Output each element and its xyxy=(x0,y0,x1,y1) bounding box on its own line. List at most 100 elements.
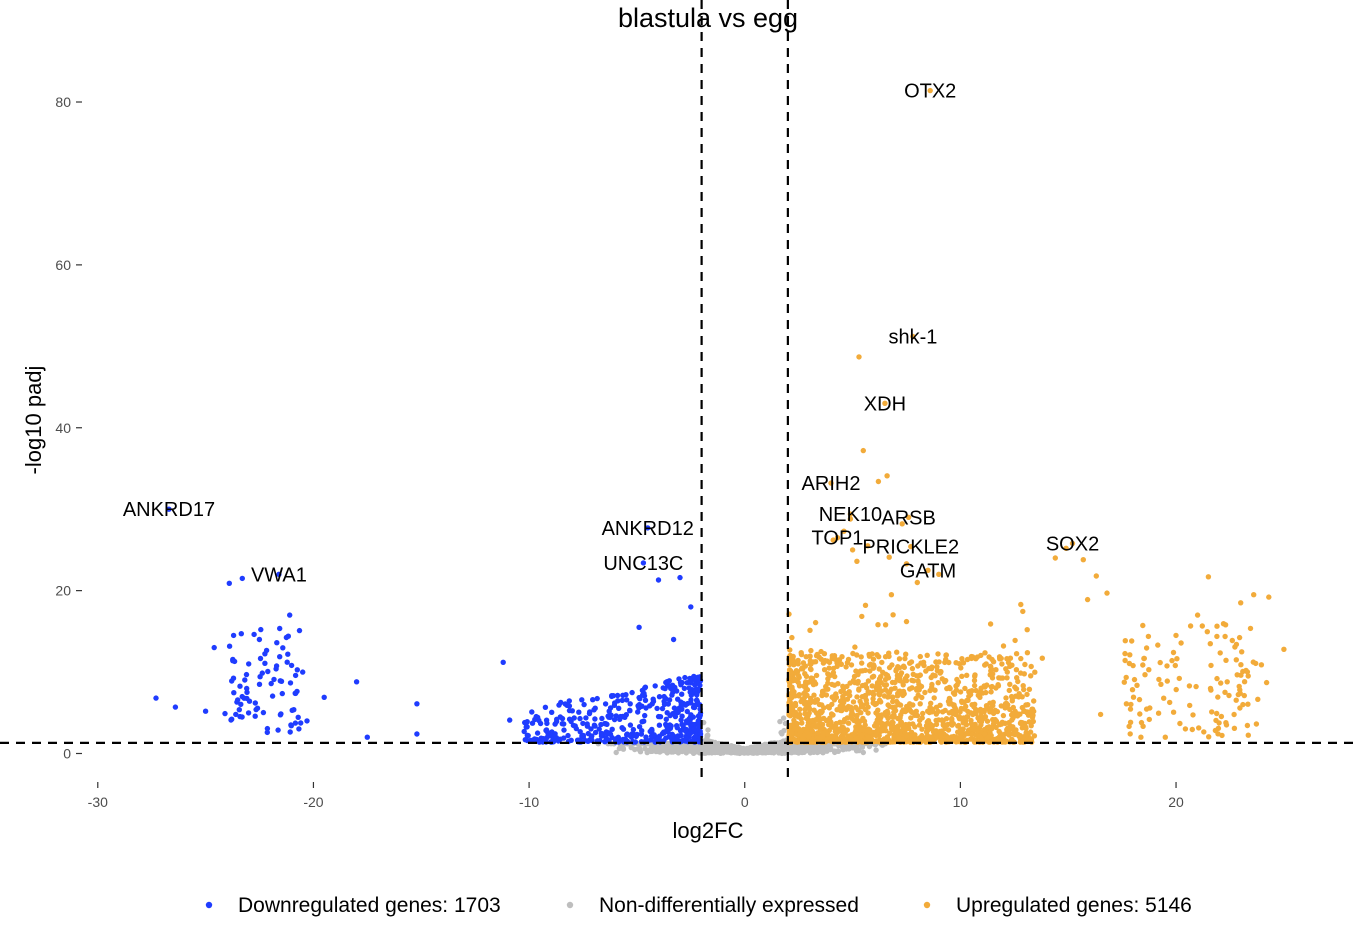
up-point xyxy=(965,697,971,703)
ns-point xyxy=(859,744,866,750)
down-point xyxy=(682,702,689,708)
up-point xyxy=(833,720,839,727)
down-point xyxy=(533,713,539,720)
up-point xyxy=(1031,698,1037,704)
up-point xyxy=(1214,623,1220,629)
up-point xyxy=(826,717,832,723)
up-point xyxy=(935,680,941,686)
up-point xyxy=(1031,733,1038,739)
down-point xyxy=(677,574,683,581)
x-tick-label: 0 xyxy=(741,794,749,810)
up-point xyxy=(1127,706,1134,712)
up-point xyxy=(849,707,855,714)
up-point xyxy=(910,721,916,727)
up-point xyxy=(994,735,1000,742)
up-point xyxy=(856,687,862,693)
up-point xyxy=(1024,691,1030,698)
y-axis-title: -log10 padj xyxy=(21,366,46,475)
up-point xyxy=(1020,683,1026,689)
up-point xyxy=(916,722,923,728)
up-point xyxy=(1177,720,1183,727)
down-point xyxy=(222,710,228,717)
up-point xyxy=(890,698,896,705)
up-point xyxy=(859,660,865,666)
down-point xyxy=(659,705,666,712)
up-point xyxy=(1029,706,1035,712)
up-point xyxy=(929,681,935,688)
up-point xyxy=(967,691,974,698)
up-point xyxy=(809,727,815,734)
up-point xyxy=(1244,669,1251,675)
up-point xyxy=(890,612,896,618)
up-point xyxy=(793,668,800,674)
y-tick-label: 20 xyxy=(55,583,71,599)
up-point xyxy=(870,700,877,706)
down-point xyxy=(541,736,547,742)
up-point xyxy=(933,717,939,724)
up-point xyxy=(852,644,858,650)
legend-label: Downregulated genes: 1703 xyxy=(238,894,501,917)
down-point xyxy=(695,674,701,680)
up-point xyxy=(910,671,916,677)
up-point xyxy=(859,613,865,620)
up-point xyxy=(1016,694,1022,700)
up-point xyxy=(1281,646,1287,652)
up-point xyxy=(1084,596,1091,603)
up-point xyxy=(935,651,941,657)
up-point xyxy=(946,684,952,691)
down-point xyxy=(694,699,701,705)
up-point xyxy=(1146,667,1152,673)
up-point xyxy=(804,692,810,698)
up-point xyxy=(796,683,803,689)
up-point xyxy=(1015,678,1021,685)
up-point xyxy=(869,674,876,680)
up-point xyxy=(984,682,990,688)
up-point xyxy=(862,602,869,608)
up-point xyxy=(903,618,910,625)
up-point xyxy=(876,654,882,660)
up-point xyxy=(908,729,915,735)
up-point xyxy=(789,684,795,690)
up-point xyxy=(819,688,826,694)
ns-point xyxy=(717,743,723,749)
up-point xyxy=(879,727,885,733)
down-point xyxy=(640,691,646,697)
up-point xyxy=(865,543,871,549)
up-point xyxy=(958,665,964,671)
up-point xyxy=(1231,725,1238,731)
up-point xyxy=(1155,710,1162,716)
down-point xyxy=(663,716,669,722)
up-point xyxy=(1127,652,1133,658)
down-point xyxy=(579,697,585,703)
up-point xyxy=(1080,557,1087,563)
down-point xyxy=(669,692,675,698)
up-point xyxy=(1162,734,1169,740)
up-point xyxy=(1013,651,1020,657)
up-point xyxy=(934,709,940,716)
up-point xyxy=(794,712,801,718)
up-point xyxy=(843,735,850,742)
up-point xyxy=(1013,727,1019,733)
up-point xyxy=(1012,684,1018,690)
up-point xyxy=(929,723,936,729)
down-point xyxy=(202,708,209,714)
data-points xyxy=(153,87,1287,757)
up-point xyxy=(1244,722,1251,729)
down-point xyxy=(230,632,237,639)
down-point xyxy=(285,651,291,657)
up-point xyxy=(921,662,927,669)
up-point xyxy=(1006,687,1012,694)
up-point xyxy=(854,712,860,719)
up-point xyxy=(798,650,804,656)
up-point xyxy=(1140,662,1146,668)
up-point xyxy=(1008,712,1015,718)
up-point xyxy=(834,663,840,670)
down-point xyxy=(296,726,302,732)
up-point xyxy=(1134,682,1140,688)
down-point xyxy=(525,732,531,739)
down-point xyxy=(590,697,596,703)
up-point xyxy=(826,659,833,665)
up-point xyxy=(860,447,866,454)
down-point xyxy=(679,691,685,697)
up-point xyxy=(1122,638,1129,644)
